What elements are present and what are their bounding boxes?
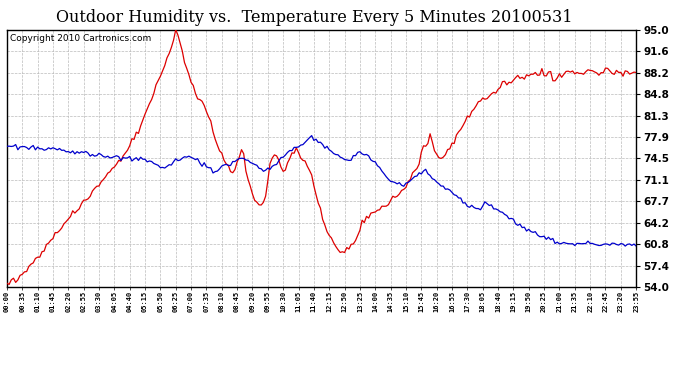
Text: Copyright 2010 Cartronics.com: Copyright 2010 Cartronics.com bbox=[10, 34, 151, 43]
Text: Outdoor Humidity vs.  Temperature Every 5 Minutes 20100531: Outdoor Humidity vs. Temperature Every 5… bbox=[56, 9, 572, 26]
